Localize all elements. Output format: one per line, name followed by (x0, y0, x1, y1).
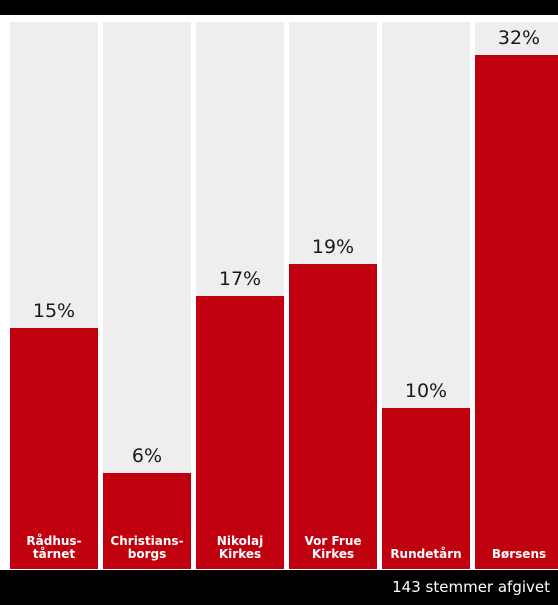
bar-track: 10% Rundetårn (382, 22, 470, 569)
bar (103, 473, 191, 569)
category-label: Nikolaj Kirkes (216, 534, 264, 561)
bar-value-label: 17% (218, 268, 262, 290)
bar-track: 6% Christians- borgs (103, 22, 191, 569)
category-label: Rådhus- tårnet (26, 534, 82, 561)
bar-value-label: 15% (32, 300, 76, 322)
bar (196, 296, 284, 569)
category-label: Børsens (491, 547, 547, 561)
bar-track: 15% Rådhus- tårnet (10, 22, 98, 569)
bar (382, 408, 470, 569)
category-label: Rundetårn (390, 547, 462, 561)
vote-count-text: 143 stemmer afgivet (392, 578, 550, 596)
footer-bar: 143 stemmer afgivet (0, 570, 558, 605)
bar (289, 264, 377, 569)
bar-track: 32% Børsens (475, 22, 558, 569)
category-label: Christians- borgs (110, 534, 184, 561)
poll-bar-chart: 15% Rådhus- tårnet 6% Christians- borgs 17% N… (0, 15, 558, 569)
bar-value-label: 10% (404, 380, 448, 402)
bar-value-label: 32% (497, 27, 541, 49)
bar-value-label: 19% (311, 236, 355, 258)
bar-track: 17% Nikolaj Kirkes (196, 22, 284, 569)
bar (475, 55, 558, 569)
category-label: Vor Frue Kirkes (304, 534, 362, 561)
bar (10, 328, 98, 569)
top-bar (0, 0, 558, 15)
bar-track: 19% Vor Frue Kirkes (289, 22, 377, 569)
bar-value-label: 6% (131, 445, 163, 467)
